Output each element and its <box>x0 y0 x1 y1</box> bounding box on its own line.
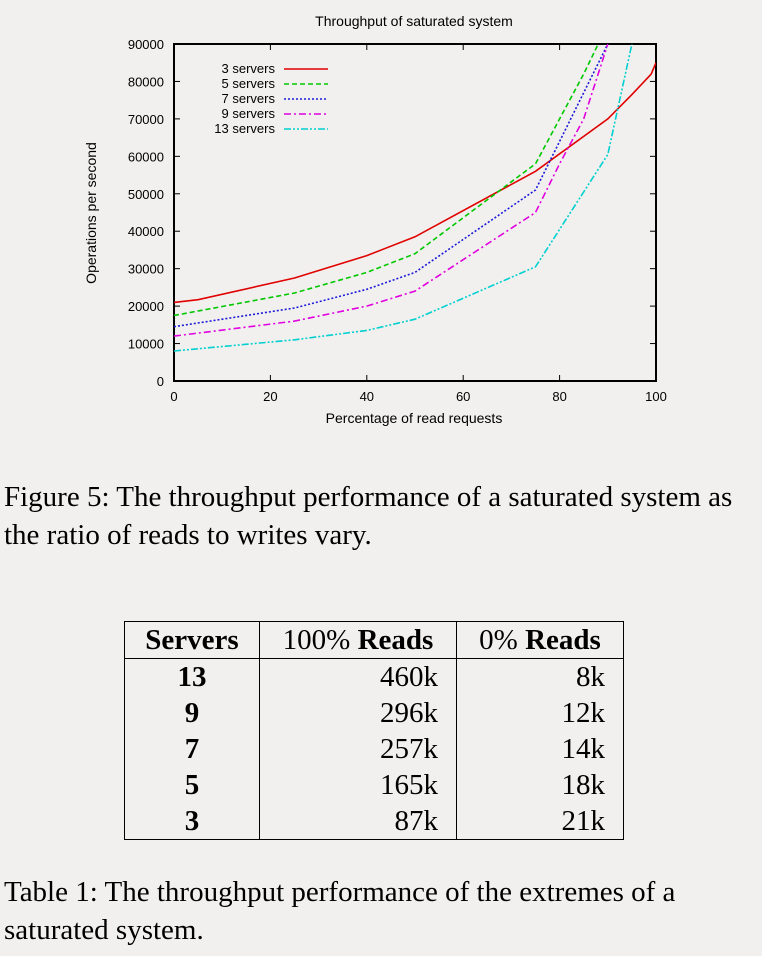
legend-label: 3 servers <box>222 61 276 76</box>
x-tick-label: 40 <box>360 389 374 404</box>
x-tick-label: 100 <box>645 389 667 404</box>
y-tick-label: 30000 <box>128 262 164 277</box>
y-tick-label: 40000 <box>128 224 164 239</box>
x-axis-label: Percentage of read requests <box>326 410 503 426</box>
x-tick-label: 20 <box>263 389 277 404</box>
header-100-reads: 100% Reads <box>259 621 457 659</box>
figure-caption: Figure 5: The throughput performance of … <box>4 481 733 551</box>
series-line <box>174 44 599 317</box>
cell-servers: 7 <box>124 731 260 767</box>
x-tick-label: 0 <box>170 389 177 404</box>
table-row: 3 87k 21k <box>124 803 624 840</box>
cell-servers: 13 <box>124 658 260 695</box>
table-caption: Table 1: The throughput performance of t… <box>4 876 676 946</box>
legend-label: 5 servers <box>222 76 276 91</box>
plot-frame <box>173 43 657 382</box>
cell-servers: 5 <box>124 767 260 803</box>
series-line <box>174 44 633 352</box>
y-axis-ticks: 0 10000 20000 30000 40000 50000 60000 70000 8000… <box>128 37 656 389</box>
cell-servers: 9 <box>124 695 260 731</box>
series-lines <box>174 44 656 352</box>
cell-servers: 3 <box>124 803 260 840</box>
cell-reads-100: 165k <box>259 767 457 803</box>
cell-reads-100: 257k <box>259 731 457 767</box>
y-tick-label: 10000 <box>128 337 164 352</box>
legend-label: 13 servers <box>214 121 275 136</box>
cell-reads-100: 296k <box>259 695 457 731</box>
y-tick-label: 80000 <box>128 74 164 89</box>
y-tick-label: 20000 <box>128 299 164 314</box>
table-row: 9 296k 12k <box>124 695 624 731</box>
cell-reads-0: 12k <box>456 695 624 731</box>
y-tick-label: 90000 <box>128 37 164 52</box>
cell-reads-0: 8k <box>456 658 624 695</box>
header-servers: Servers <box>124 621 260 659</box>
series-line <box>174 62 656 304</box>
cell-reads-0: 21k <box>456 803 624 840</box>
table-row: 5 165k 18k <box>124 767 624 803</box>
x-tick-label: 60 <box>456 389 470 404</box>
x-tick-label: 80 <box>552 389 566 404</box>
chart-title: Throughput of saturated system <box>315 13 513 29</box>
y-tick-label: 60000 <box>128 149 164 164</box>
legend-label: 7 servers <box>222 91 276 106</box>
throughput-chart: Throughput of saturated system 0 20 40 60 80… <box>83 13 667 426</box>
cell-reads-0: 18k <box>456 767 624 803</box>
y-tick-label: 50000 <box>128 187 164 202</box>
table-row: 7 257k 14k <box>124 731 624 767</box>
results-table: Servers 100% Reads 0% Reads 13 460k 8k 9… <box>124 621 624 840</box>
legend-label: 9 servers <box>222 106 276 121</box>
y-tick-label: 0 <box>157 374 164 389</box>
header-0-reads: 0% Reads <box>456 621 624 659</box>
x-axis-ticks: 0 20 40 60 80 100 <box>170 44 667 404</box>
y-axis-label: Operations per second <box>83 142 99 284</box>
table-header-row: Servers 100% Reads 0% Reads <box>124 621 624 659</box>
series-line <box>174 44 609 337</box>
y-tick-label: 70000 <box>128 112 164 127</box>
table-row: 13 460k 8k <box>124 658 624 695</box>
series-line <box>174 44 609 328</box>
cell-reads-100: 87k <box>259 803 457 840</box>
cell-reads-0: 14k <box>456 731 624 767</box>
cell-reads-100: 460k <box>259 658 457 695</box>
